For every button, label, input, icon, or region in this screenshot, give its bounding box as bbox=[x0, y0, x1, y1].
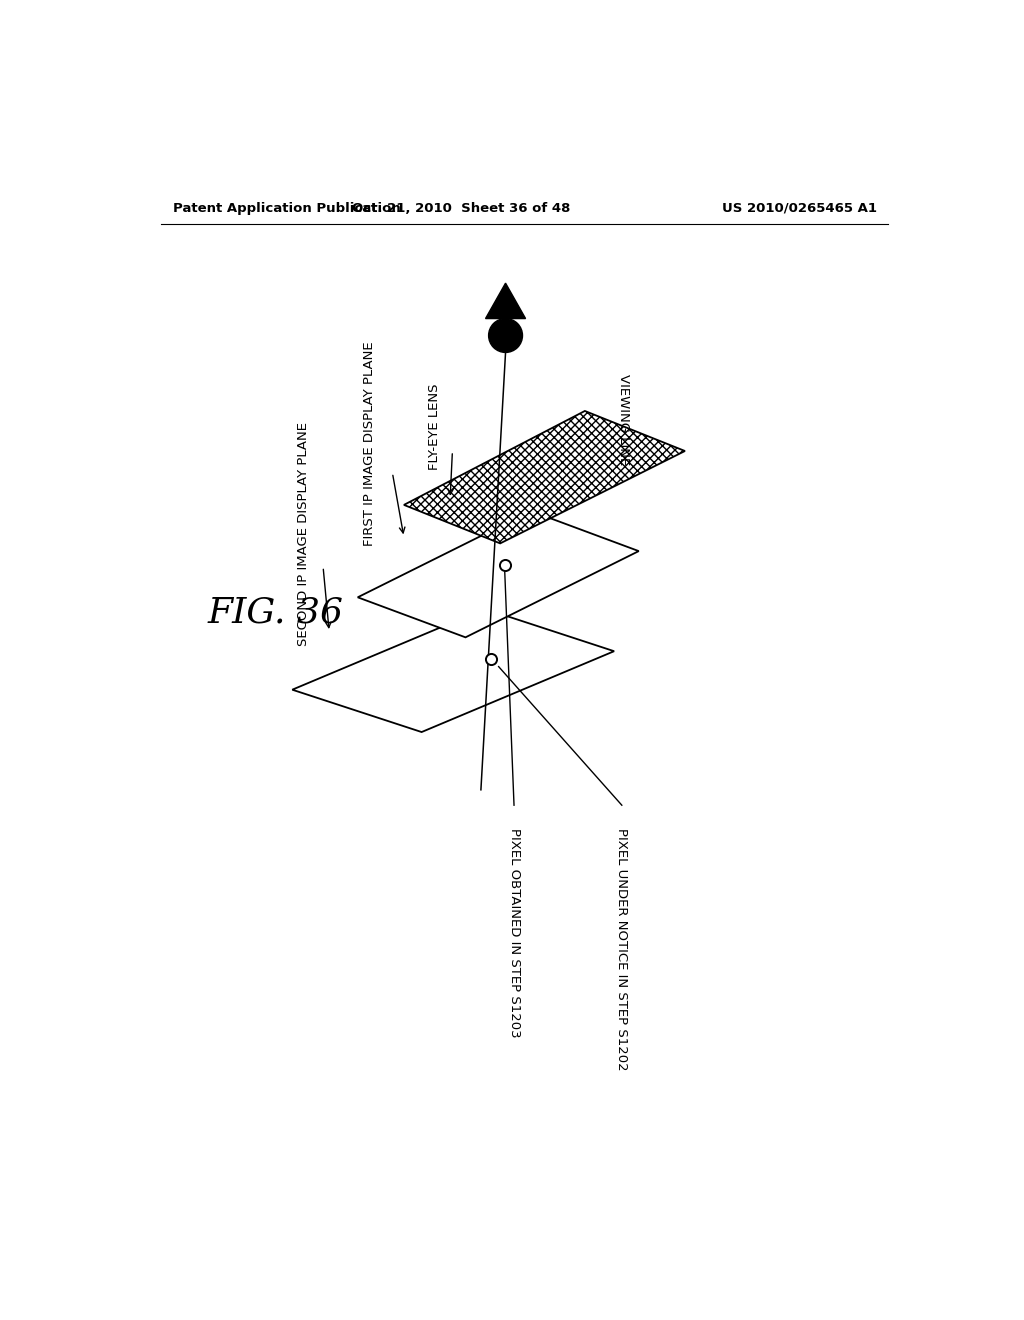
Text: Oct. 21, 2010  Sheet 36 of 48: Oct. 21, 2010 Sheet 36 of 48 bbox=[352, 202, 570, 215]
Text: SECOND IP IMAGE DISPLAY PLANE: SECOND IP IMAGE DISPLAY PLANE bbox=[297, 422, 310, 647]
Text: FIG. 36: FIG. 36 bbox=[208, 595, 344, 630]
Text: US 2010/0265465 A1: US 2010/0265465 A1 bbox=[723, 202, 878, 215]
Polygon shape bbox=[292, 609, 614, 733]
Text: PIXEL UNDER NOTICE IN STEP S1202: PIXEL UNDER NOTICE IN STEP S1202 bbox=[615, 829, 629, 1071]
Text: VIEWING LINE: VIEWING LINE bbox=[616, 374, 630, 465]
Circle shape bbox=[488, 318, 522, 352]
Text: FIRST IP IMAGE DISPLAY PLANE: FIRST IP IMAGE DISPLAY PLANE bbox=[362, 341, 376, 545]
Text: FLY-EYE LENS: FLY-EYE LENS bbox=[428, 383, 441, 470]
Polygon shape bbox=[485, 284, 525, 318]
Text: Patent Application Publication: Patent Application Publication bbox=[173, 202, 400, 215]
Polygon shape bbox=[357, 511, 639, 638]
Polygon shape bbox=[403, 411, 685, 544]
Text: PIXEL OBTAINED IN STEP S1203: PIXEL OBTAINED IN STEP S1203 bbox=[508, 829, 520, 1038]
